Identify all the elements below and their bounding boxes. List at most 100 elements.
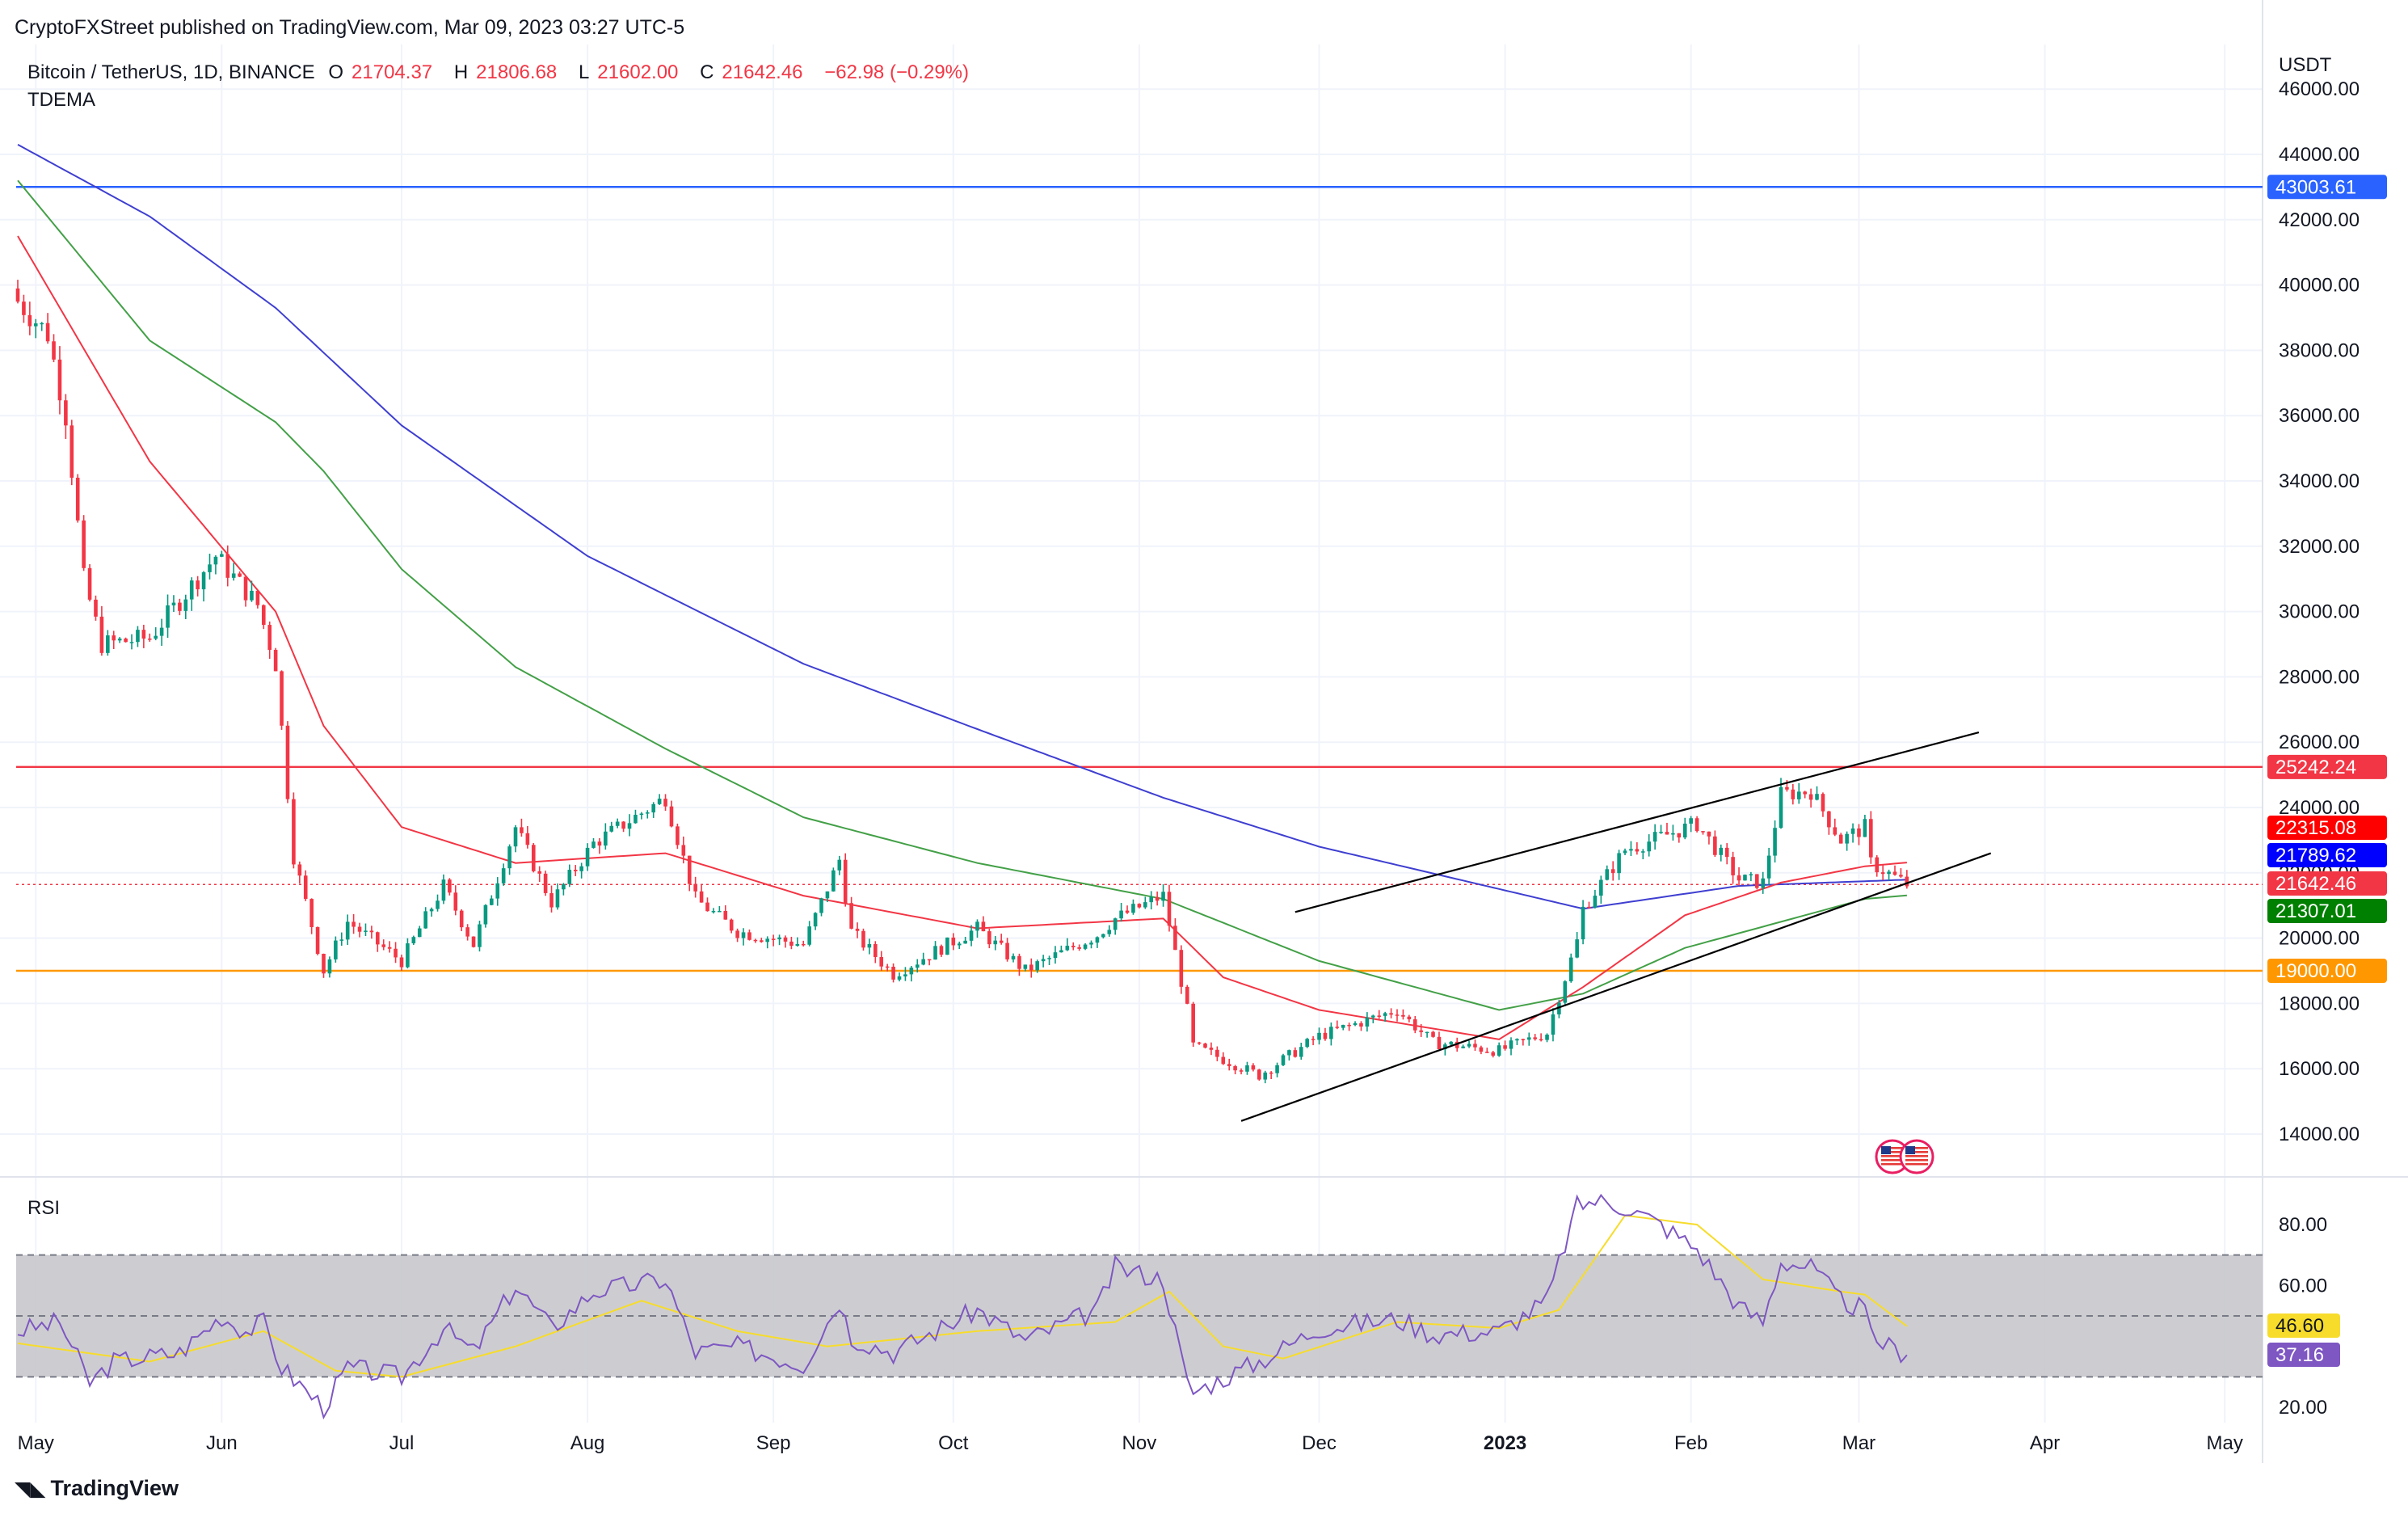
candle-body [1257,1069,1261,1080]
candle-body [33,323,38,327]
candle-body [1743,875,1747,881]
indicator-name[interactable]: TDEMA [27,89,95,111]
candle-body [861,930,865,948]
candle-body [1431,1031,1435,1037]
candle-body [1161,892,1165,901]
candle-body [1089,942,1093,945]
candle-body [1623,850,1627,854]
candle-body [1425,1031,1429,1034]
open-value: 21704.37 [352,61,433,83]
candle-body [1761,878,1766,888]
candle-body [141,630,146,639]
candle-body [981,921,986,932]
candle-body [52,341,56,360]
candle-body [1119,910,1123,919]
candle-body [327,959,332,974]
us-flag-icon[interactable] [1875,1139,1910,1174]
rsi-band [16,1254,2263,1378]
symbol-name[interactable]: Bitcoin / TetherUS, 1D, BINANCE [27,61,315,83]
candle-body [345,921,350,940]
candle-body [1095,937,1100,943]
open-label: O [328,61,344,83]
candle-body [831,870,836,892]
candle-body [129,642,134,643]
candle-body [1041,959,1046,962]
candle-body [1815,794,1819,800]
candle-body [429,909,434,912]
candle-body [1887,871,1891,875]
candle-body [1167,892,1172,926]
candle-body [969,930,974,941]
rsi-line [17,1193,1908,1420]
rsi-tag-label: 37.16 [2275,1344,2324,1366]
candle-body [208,564,212,572]
candle-body [1329,1027,1333,1039]
flag-stripe [1905,1155,1928,1157]
candle-body [573,870,578,871]
candle-body [669,806,674,827]
candle-body [1737,875,1741,881]
rsi-panel-name[interactable]: RSI [27,1197,61,1219]
candle-body [1263,1072,1268,1080]
candle-body [1143,902,1147,908]
candle-body [1053,952,1058,959]
candle-body [267,625,272,650]
candle-body [1011,955,1016,959]
candle-body [897,976,902,980]
candle-body [567,870,572,884]
candle-body [867,943,872,948]
candle-body [1545,1035,1549,1040]
candle-body [1059,950,1063,953]
candle-body [1497,1045,1501,1056]
candle-body [201,571,206,590]
candle-body [771,938,776,940]
level-tag [2267,959,2387,983]
candle-body [1335,1027,1340,1028]
candle-body [657,799,662,804]
price-tick-label: 28000.00 [2279,666,2360,688]
candle-body [837,859,842,871]
candle-body [651,803,656,813]
candle-body [297,864,302,876]
price-tick-label: 38000.00 [2279,339,2360,361]
candle-body [891,967,895,980]
candle-body [634,815,638,824]
candle-body [813,913,818,927]
candle-body [1539,1039,1543,1041]
candle-body [1551,1014,1556,1035]
candle-body [705,902,709,912]
candle-body [1311,1039,1316,1040]
candle-body [1239,1070,1244,1072]
flag-stripe [1905,1159,1928,1162]
time-tick-label: Dec [1302,1432,1337,1454]
rsi-tick-label: 20.00 [2279,1397,2327,1419]
candle-body [1791,789,1795,799]
candle-body [1689,818,1693,824]
candle-body [903,974,907,976]
candle-body [1833,827,1838,835]
ema-fast-line [17,235,1907,1040]
price-tick-label: 26000.00 [2279,732,2360,753]
candle-body [166,605,170,628]
candle-body [1652,832,1657,842]
candle-body [663,799,667,807]
flag-stripe [1905,1147,1928,1149]
price-tick-label: 14000.00 [2279,1124,2360,1145]
candle-body [69,425,74,479]
us-flag-icon[interactable] [1899,1139,1934,1174]
candle-body [711,911,716,913]
candle-body [987,931,991,945]
candle-body [1773,828,1777,856]
candle-body [1485,1052,1489,1053]
time-tick-label: 2023 [1484,1432,1526,1454]
candle-body [1850,828,1855,834]
candle-body [1407,1016,1412,1020]
candle-body [939,946,944,955]
rsi-tick-label: 80.00 [2279,1214,2327,1236]
candle-body [874,943,878,958]
candle-body [213,556,218,565]
event-flags [1875,1139,1934,1174]
candle-body [1701,831,1705,833]
candle-body [1581,906,1585,940]
